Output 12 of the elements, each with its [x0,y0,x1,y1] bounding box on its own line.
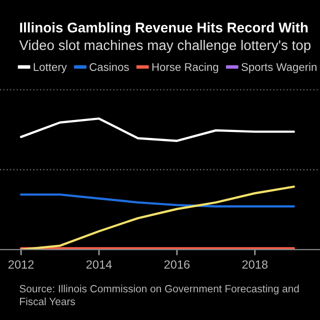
chart-subtitle: Video slot machines may challenge lottery's top [19,40,311,53]
x-tick-label: 2018 [242,260,268,269]
text: Fiscal Years [20,298,75,306]
chart-title: Illinois Gambling Revenue Hits Record With [20,22,308,36]
x-tick-label: 2016 [164,260,190,269]
legend-label: Horse Racing [152,62,218,74]
legend-label: Sports Wagerin [242,62,316,74]
source-note: Source: Illinois Commission on Government Forecasting and [20,284,299,294]
x-tick-label: 2012 [8,260,34,269]
legend-label: Casinos [90,62,129,71]
x-tick-label: 2014 [86,260,112,269]
legend-label: Lottery [34,63,67,74]
